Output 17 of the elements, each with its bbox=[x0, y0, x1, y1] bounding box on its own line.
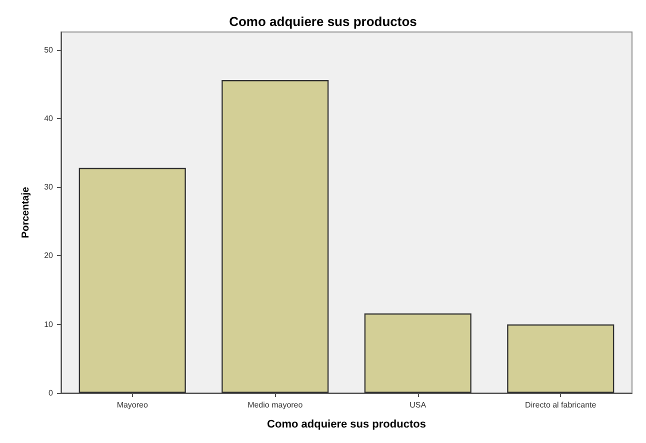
y-tick-label: 40 bbox=[44, 114, 54, 123]
bar bbox=[222, 80, 329, 393]
bar bbox=[364, 313, 472, 393]
x-axis-title: Como adquiere sus productos bbox=[267, 418, 426, 430]
y-tick-label: 30 bbox=[44, 182, 54, 192]
bar bbox=[507, 324, 614, 393]
x-tick-label: Medio mayoreo bbox=[248, 400, 304, 410]
y-tick-label: 20 bbox=[44, 251, 54, 260]
bar bbox=[78, 168, 186, 393]
y-tick-label: 0 bbox=[48, 388, 54, 398]
y-axis-title: Porcentaje bbox=[20, 186, 32, 238]
x-tick-label: USA bbox=[410, 400, 427, 410]
x-tick-label: Directo al fabricante bbox=[525, 400, 597, 410]
x-tick-label: Mayoreo bbox=[116, 400, 148, 410]
y-tick-label: 10 bbox=[44, 320, 54, 329]
y-tick-label: 50 bbox=[44, 45, 54, 54]
chart-title: Como adquiere sus productos bbox=[229, 14, 417, 29]
